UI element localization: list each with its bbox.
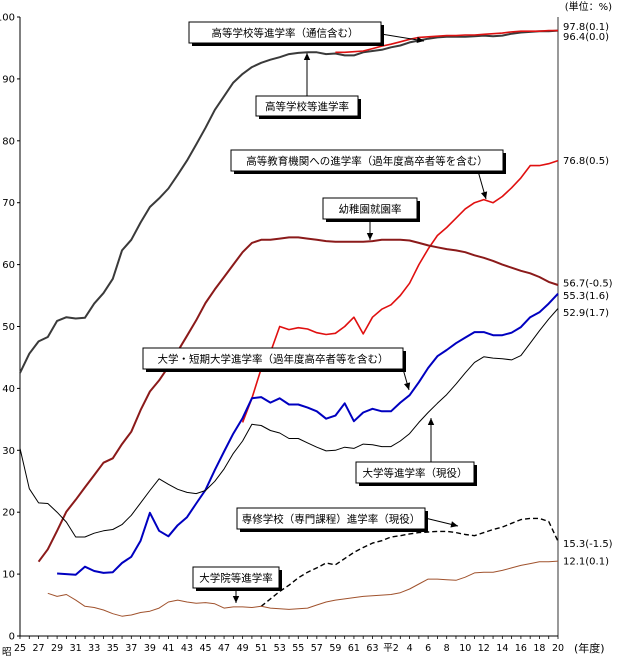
annotation-3: 幼稚園就園率 (322, 197, 420, 240)
series-end-label-7: 12.1(0.1) (563, 557, 609, 568)
x-tick-label: 57 (311, 643, 323, 654)
annotation-arrow-line (380, 33, 425, 42)
x-tick-label: 14 (496, 643, 508, 654)
x-tick-label: 33 (88, 643, 100, 654)
annotation-text: 幼稚園就園率 (339, 203, 402, 216)
annotation-text: 大学・短期大学進学率（過年度高卒者等を含む） (158, 353, 389, 366)
y-tick-label: 10 (2, 570, 15, 581)
series-end-label-5: 52.9(1.7) (563, 308, 609, 319)
x-tick-label: 16 (515, 643, 527, 654)
annotation-arrow-head (404, 382, 411, 390)
x-tick-label: 4 (407, 643, 413, 654)
y-tick-label: 50 (2, 322, 15, 333)
annotation-arrow-head (450, 521, 458, 528)
series-line-6 (260, 517, 559, 607)
y-tick-label: 30 (2, 446, 15, 457)
annotation-5: 大学等進学率（現役） (355, 418, 477, 486)
x-tick-label: 平2 (383, 643, 399, 654)
series-end-label-4: 55.3(1.6) (563, 291, 609, 302)
series-end-label-0: 96.4(0.0) (563, 32, 609, 43)
annotation-6: 専修学校（専門課程）進学率（現役） (236, 507, 459, 532)
annotation-arrow-head (366, 233, 374, 240)
y-tick-label: 40 (2, 384, 15, 395)
annotation-text: 専修学校（専門課程）進学率（現役） (242, 513, 421, 526)
x-tick-label: 61 (348, 643, 360, 654)
series-layer (19, 29, 559, 617)
series-line-4 (57, 293, 559, 576)
x-axis-label: (年度) (574, 641, 605, 655)
y-tick-label: 90 (2, 74, 15, 85)
series-line-2 (241, 159, 559, 423)
x-tick-label: 63 (366, 643, 378, 654)
annotation-0: 高等学校等進学率（通信含む） (188, 21, 425, 46)
x-tick-label: 37 (125, 643, 137, 654)
x-tick-label: 10 (459, 643, 471, 654)
x-tick-label: 51 (255, 643, 267, 654)
x-tick-label: 49 (237, 643, 249, 654)
annotation-text: 高等教育機関への進学率（過年度高卒者等を含む） (246, 155, 488, 168)
series-end-label-3: 56.7(-0.5) (563, 279, 613, 290)
x-tick-label: 53 (274, 643, 286, 654)
series-line-7 (47, 560, 559, 617)
annotation-1: 高等学校等進学率 (255, 53, 361, 119)
x-tick-label: 43 (181, 643, 193, 654)
annotation-text: 高等学校等進学率 (265, 100, 349, 113)
annotations: 高等学校等進学率（通信含む） 高等学校等進学率高等教育機関への進学率（過年度高卒者… (142, 21, 506, 603)
x-tick-label: 41 (162, 643, 174, 654)
x-tick-label: 47 (218, 643, 230, 654)
x-tick-label: 25 (14, 643, 26, 654)
annotation-box (355, 461, 475, 484)
annotation-4: 大学・短期大学進学率（過年度高卒者等を含む） (142, 347, 411, 391)
x-tick-label: 20 (552, 643, 564, 654)
y-tick-label: 20 (2, 508, 15, 519)
x-tick-label: 18 (533, 643, 545, 654)
y-tick-label: 100 (0, 13, 15, 24)
x-tick-label: 39 (144, 643, 156, 654)
series-line-0 (19, 29, 559, 374)
annotation-box (230, 149, 504, 172)
x-tick-label: 35 (107, 643, 119, 654)
x-tick-label: 8 (444, 643, 450, 654)
y-tick-label: 80 (2, 136, 15, 147)
y-tick-label: 70 (2, 198, 15, 209)
annotation-arrow-head (481, 191, 488, 199)
end-labels: 96.4(0.0)97.8(0.1) 76.8(0.5) 56.7(-0.5)55.… (563, 22, 613, 567)
x-tick-label: 29 (51, 643, 63, 654)
x-tick-label: 12 (478, 643, 490, 654)
annotation-text: 高等学校等進学率（通信含む） (212, 27, 359, 40)
annotation-box (142, 347, 404, 370)
series-end-label-6: 15.3(-1.5) (563, 539, 613, 550)
unit-label: (単位：%) (565, 0, 612, 13)
x-tick-label: 31 (70, 643, 82, 654)
annotation-7: 大学院等進学率 (192, 566, 282, 603)
annotation-text: 大学院等進学率 (199, 572, 273, 585)
series-line-1 (335, 29, 558, 54)
series-end-label-1: 97.8(0.1) (563, 22, 609, 33)
x-tick-label: 45 (199, 643, 211, 654)
series-line-5 (19, 308, 559, 538)
annotation-arrow-head (303, 53, 311, 60)
y-tick-label: 60 (2, 260, 15, 271)
x-tick-label: 59 (329, 643, 341, 654)
annotation-arrow-head (416, 36, 424, 44)
y-tick-label: 0 (9, 632, 15, 643)
x-tick-label: 6 (425, 643, 431, 654)
annotation-arrow-head (427, 418, 435, 425)
series-end-label-2: 76.8(0.5) (563, 156, 609, 167)
annotation-box (188, 21, 382, 44)
era-label-showa: 昭 (2, 647, 12, 658)
axes: 0102030405060708090100252729313335373941… (0, 13, 564, 655)
annotation-2: 高等教育機関への進学率（過年度高卒者等を含む） (230, 149, 506, 200)
annotation-text: 大学等進学率（現役） (363, 467, 468, 480)
annotation-arrow-head (232, 596, 240, 603)
series-line-3 (37, 236, 559, 563)
x-tick-label: 27 (33, 643, 45, 654)
x-tick-label: 55 (292, 643, 304, 654)
